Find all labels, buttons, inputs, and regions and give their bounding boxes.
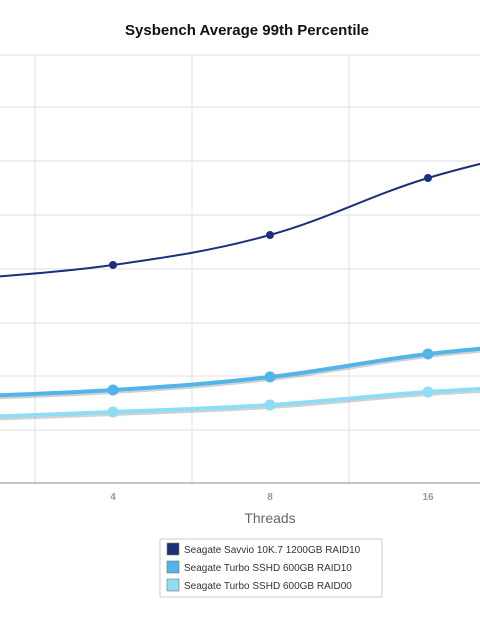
series-line: [0, 386, 480, 419]
legend-box: [159, 538, 383, 598]
data-point: [266, 231, 274, 239]
chart-title: Sysbench Average 99th Percentile: [125, 22, 369, 39]
data-point: [422, 348, 434, 360]
legend-swatch: [166, 578, 180, 592]
legend-label: Seagate Savvio 10K.7 1200GB RAID10: [184, 545, 361, 556]
x-tick-label: 16: [422, 492, 434, 503]
data-point: [107, 406, 119, 418]
grid: [0, 54, 480, 484]
x-tick-label: 8: [267, 492, 273, 503]
legend-swatch: [166, 560, 180, 574]
series-line: [0, 346, 480, 398]
data-point: [107, 384, 119, 396]
legend-label: Seagate Turbo SSHD 600GB RAID00: [184, 581, 352, 592]
data-point: [264, 371, 276, 383]
legend-label: Seagate Turbo SSHD 600GB RAID10: [184, 563, 352, 574]
legend-swatch: [166, 542, 180, 556]
x-tick-label: 4: [110, 492, 116, 503]
data-point: [424, 174, 432, 182]
series-layer: [0, 162, 480, 421]
data-point: [422, 386, 434, 398]
data-point: [109, 261, 117, 269]
legend: Seagate Savvio 10K.7 1200GB RAID10 Seagat…: [159, 538, 383, 598]
x-axis-label: Threads: [244, 510, 295, 526]
x-axis-ticks: 4 8 16: [110, 492, 434, 503]
data-point: [264, 399, 276, 411]
